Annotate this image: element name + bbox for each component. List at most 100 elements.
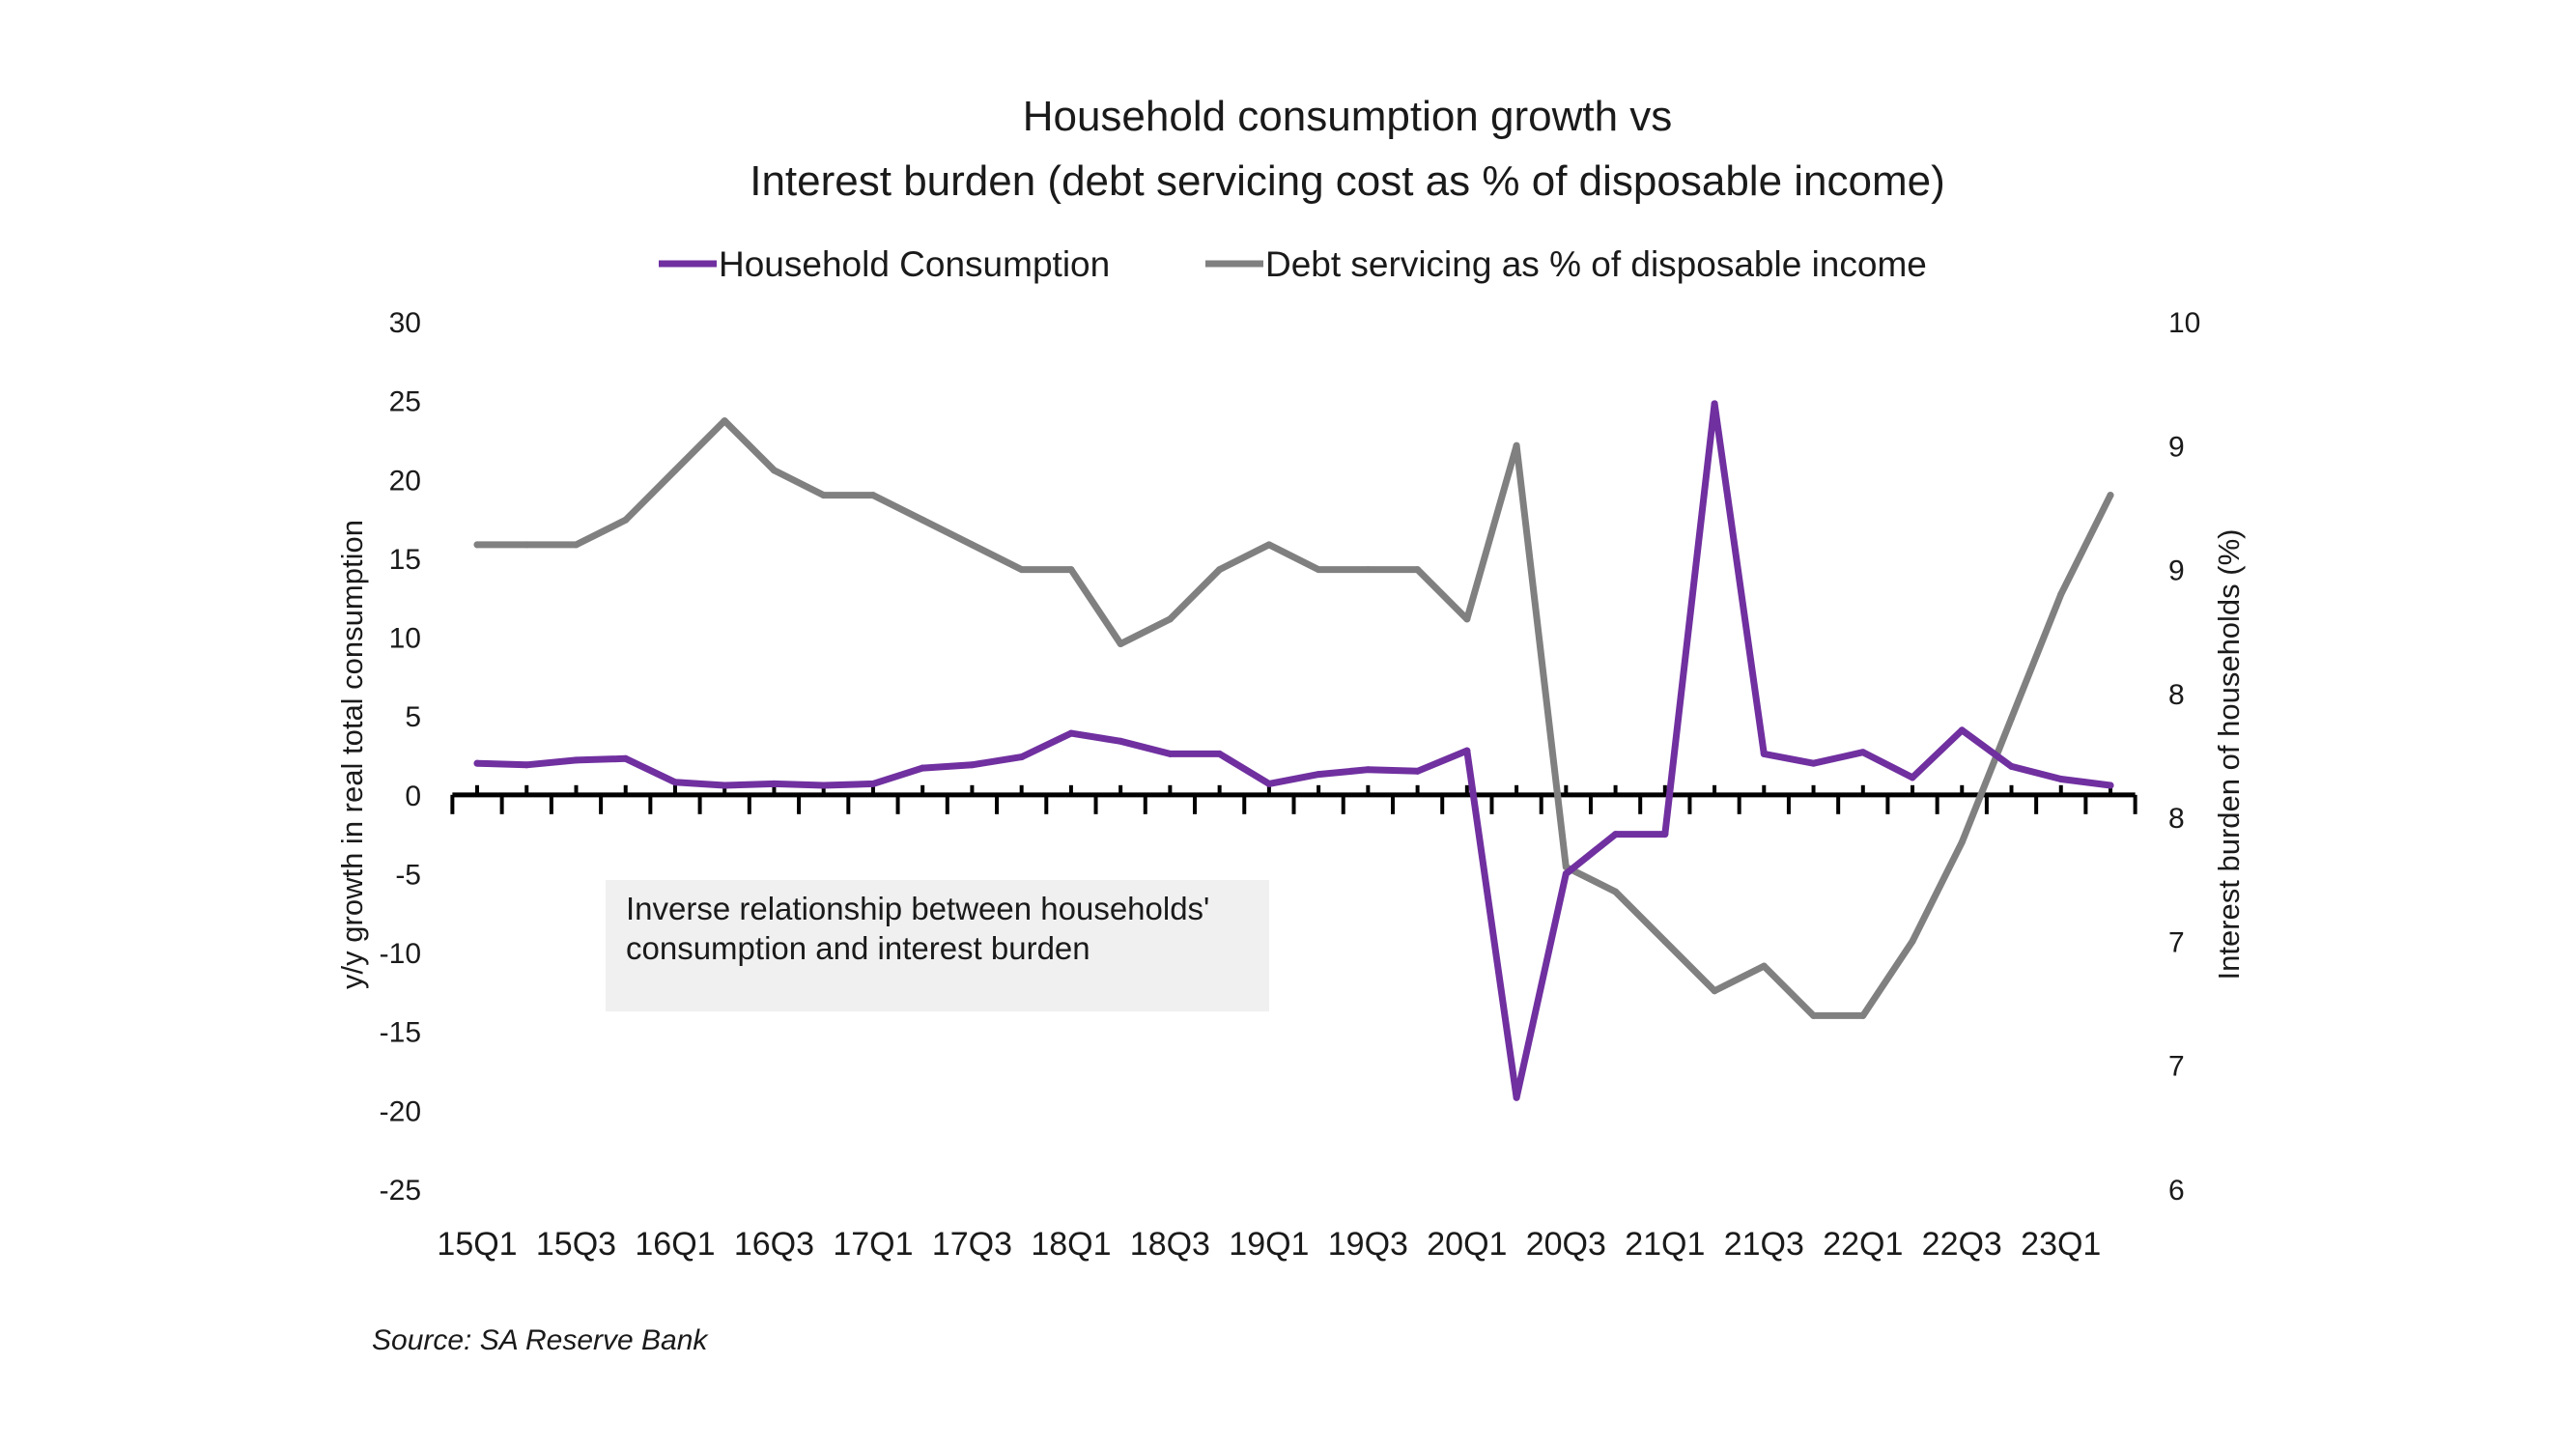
debt-point-22Q4 — [2008, 715, 2016, 723]
consumption-point-22Q4 — [2008, 762, 2016, 770]
debt-point-16Q3 — [770, 467, 778, 474]
consumption-point-15Q4 — [622, 754, 630, 762]
y-tick-label-right: 10 — [2168, 307, 2200, 339]
consumption-point-16Q2 — [721, 781, 728, 789]
annotation-box — [606, 880, 1269, 1011]
debt-point-21Q3 — [1760, 962, 1768, 970]
debt-point-21Q4 — [1810, 1011, 1818, 1019]
consumption-point-21Q4 — [1810, 759, 1818, 767]
debt-point-19Q2 — [1315, 566, 1322, 574]
y-tick-label-left: -15 — [380, 1017, 421, 1049]
y-tick-label-left: -20 — [380, 1095, 421, 1127]
consumption-point-22Q1 — [1859, 749, 1867, 756]
debt-point-18Q1 — [1067, 566, 1075, 574]
y-tick-label-right: 8 — [2168, 679, 2185, 711]
debt-point-15Q4 — [622, 516, 630, 524]
consumption-point-18Q4 — [1216, 750, 1224, 757]
x-tick-label: 19Q3 — [1328, 1226, 1408, 1263]
consumption-point-16Q1 — [671, 779, 679, 786]
consumption-point-15Q1 — [473, 759, 481, 767]
debt-point-18Q4 — [1216, 566, 1224, 574]
x-tick-label: 18Q1 — [1031, 1226, 1111, 1263]
debt-point-15Q2 — [523, 541, 530, 549]
debt-point-15Q1 — [473, 541, 481, 549]
x-tick-label: 17Q3 — [932, 1226, 1012, 1263]
x-tick-label: 19Q1 — [1229, 1226, 1309, 1263]
x-tick-label: 20Q3 — [1526, 1226, 1606, 1263]
x-tick-label: 21Q3 — [1724, 1226, 1804, 1263]
consumption-point-17Q3 — [968, 761, 976, 769]
series-line-debt-servicing — [473, 417, 2114, 1019]
debt-point-21Q1 — [1661, 937, 1669, 945]
debt-point-22Q2 — [1909, 937, 1916, 945]
debt-point-21Q2 — [1711, 987, 1718, 995]
debt-point-19Q1 — [1265, 541, 1273, 549]
y-axis-title-left: y/y growth in real total consumption — [335, 520, 369, 989]
consumption-point-18Q3 — [1166, 750, 1174, 757]
annotation-line-2: consumption and interest burden — [626, 930, 1090, 966]
debt-point-17Q4 — [1018, 566, 1026, 574]
consumption-point-17Q4 — [1018, 753, 1026, 761]
consumption-point-20Q1 — [1463, 747, 1471, 754]
consumption-point-16Q4 — [820, 781, 828, 789]
consumption-point-17Q2 — [919, 764, 926, 772]
y-tick-label-right: 6 — [2168, 1175, 2185, 1207]
consumption-point-21Q3 — [1760, 750, 1768, 757]
debt-point-22Q3 — [1958, 838, 1966, 846]
debt-point-17Q1 — [869, 492, 877, 499]
consumption-point-20Q2 — [1513, 1094, 1520, 1101]
legend-label-debt: Debt servicing as % of disposable income — [1265, 244, 1927, 284]
consumption-point-19Q2 — [1315, 771, 1322, 779]
x-tick-label: 21Q1 — [1625, 1226, 1705, 1263]
consumption-point-18Q2 — [1117, 737, 1124, 745]
y-axis-title-right: Interest burden of households (%) — [2212, 529, 2246, 980]
y-tick-label-left: 25 — [389, 386, 421, 418]
y-tick-label-left: -25 — [380, 1175, 421, 1207]
series-line-household-consumption — [473, 400, 2114, 1101]
debt-point-20Q1 — [1463, 615, 1471, 623]
y-tick-label-right: 8 — [2168, 803, 2185, 835]
consumption-point-20Q3 — [1562, 869, 1570, 877]
debt-point-22Q1 — [1859, 1011, 1867, 1019]
consumption-point-22Q3 — [1958, 726, 1966, 734]
x-tick-label: 17Q1 — [833, 1226, 913, 1263]
consumption-point-21Q2 — [1711, 400, 1718, 408]
x-tick-label: 23Q1 — [2021, 1226, 2101, 1263]
x-tick-label: 22Q3 — [1922, 1226, 2002, 1263]
y-tick-label-left: 0 — [405, 781, 421, 812]
x-tick-label: 18Q3 — [1130, 1226, 1210, 1263]
debt-point-23Q2 — [2107, 492, 2114, 499]
x-tick-label: 16Q3 — [734, 1226, 814, 1263]
y-tick-label-right: 7 — [2168, 926, 2185, 958]
debt-point-18Q3 — [1166, 615, 1174, 623]
debt-point-20Q2 — [1513, 441, 1520, 449]
debt-point-19Q3 — [1364, 566, 1372, 574]
x-tick-label: 20Q1 — [1427, 1226, 1507, 1263]
x-tick-label: 22Q1 — [1823, 1226, 1903, 1263]
debt-point-16Q4 — [820, 492, 828, 499]
consumption-point-15Q3 — [572, 756, 580, 764]
y-tick-label-left: 20 — [389, 465, 421, 497]
y-tick-label-left: -5 — [395, 859, 421, 891]
consumption-point-16Q3 — [770, 780, 778, 787]
x-tick-label: 15Q1 — [437, 1226, 517, 1263]
consumption-point-15Q2 — [523, 761, 530, 769]
consumption-point-18Q1 — [1067, 729, 1075, 737]
consumption-point-19Q1 — [1265, 780, 1273, 787]
y-tick-label-left: 30 — [389, 307, 421, 339]
annotation-line-1: Inverse relationship between households' — [626, 891, 1209, 926]
consumption-point-19Q3 — [1364, 766, 1372, 774]
y-tick-label-right: 9 — [2168, 555, 2185, 587]
chart-title-line-2: Interest burden (debt servicing cost as … — [750, 157, 1945, 205]
consumption-point-20Q4 — [1612, 831, 1620, 838]
debt-point-19Q4 — [1414, 566, 1422, 574]
debt-point-16Q2 — [721, 417, 728, 425]
y-tick-label-right: 7 — [2168, 1051, 2185, 1083]
y-tick-label-left: 10 — [389, 623, 421, 655]
y-tick-label-left: 5 — [405, 701, 421, 733]
legend-label-consumption: Household Consumption — [719, 244, 1110, 284]
x-tick-label: 15Q3 — [536, 1226, 616, 1263]
consumption-point-23Q1 — [2057, 775, 2065, 782]
legend: Household Consumption Debt servicing as … — [659, 244, 1927, 284]
